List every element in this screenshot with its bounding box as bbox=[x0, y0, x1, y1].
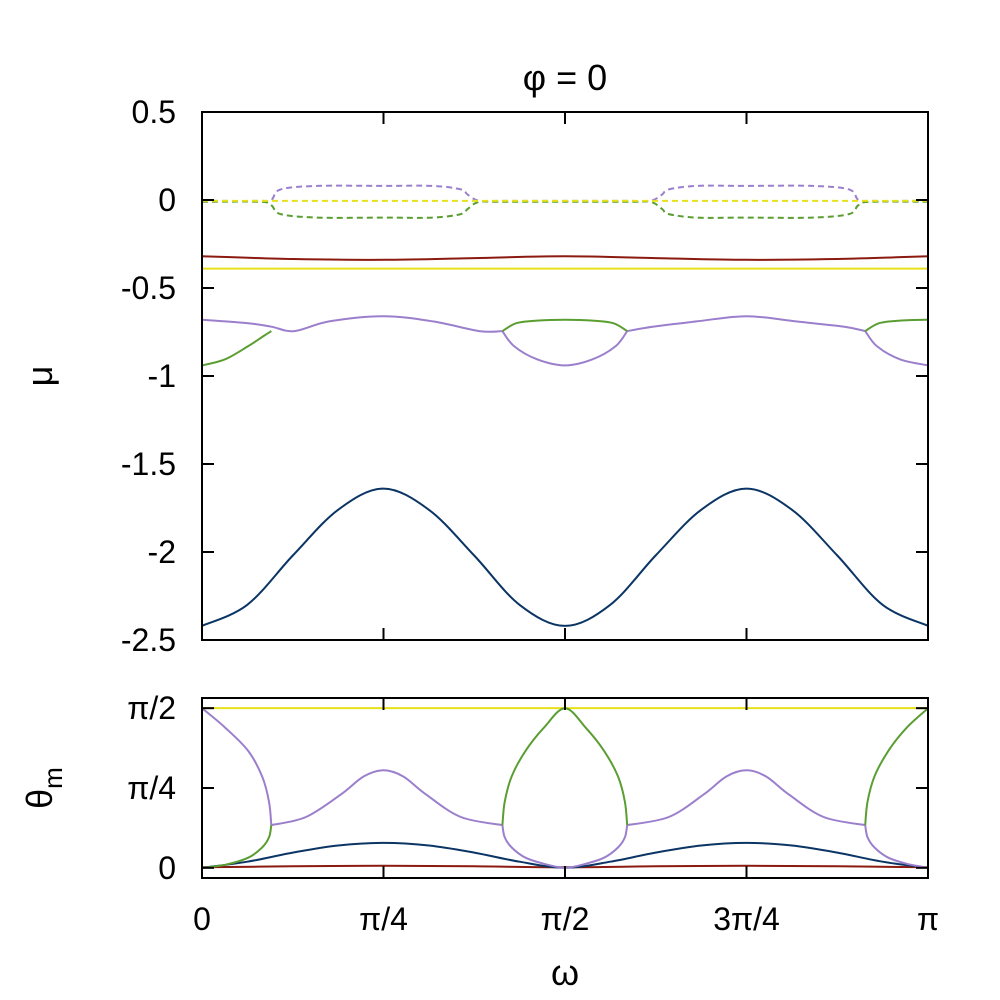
mu-series-5 bbox=[627, 315, 866, 333]
theta-series-8 bbox=[201, 824, 273, 869]
mu-series-8 bbox=[501, 318, 628, 332]
omega-xtick-label-2: π/2 bbox=[541, 901, 590, 937]
mu-ytick-label-2: -0.5 bbox=[121, 270, 176, 306]
mu-panel: 0.5 0 -0.5 -1 -1.5 -2 -2.5 μ bbox=[19, 94, 930, 658]
omega-axis-title: ω bbox=[551, 952, 579, 993]
mu-series-0 bbox=[201, 487, 929, 627]
theta-axis-title-main: θ bbox=[19, 789, 60, 809]
theta-axis-title: θm bbox=[19, 767, 68, 809]
theta-panel-frame bbox=[201, 697, 929, 879]
theta-series-4 bbox=[271, 769, 503, 827]
omega-xtick-label-3: 3π/4 bbox=[713, 901, 780, 937]
mu-axis-title: μ bbox=[19, 366, 60, 387]
theta-series-6 bbox=[627, 769, 866, 827]
omega-xtick-label-1: π/4 bbox=[359, 901, 408, 937]
mu-ytick-label-0: 0.5 bbox=[132, 94, 176, 130]
theta-ytick-label-2: π/2 bbox=[127, 690, 176, 726]
mu-series-4 bbox=[501, 330, 629, 367]
theta-ytick-label-0: 0 bbox=[158, 850, 176, 886]
mu-series-6 bbox=[864, 330, 929, 367]
omega-xtick-label-4: π bbox=[917, 901, 939, 937]
mu-series-1 bbox=[201, 255, 929, 261]
theta-series-3 bbox=[201, 707, 273, 826]
theta-panel: 0 π/4 π/2 0 π/4 π/2 3π/4 π θm ω bbox=[19, 690, 939, 993]
mu-panel-frame bbox=[201, 111, 929, 641]
mu-series-9 bbox=[864, 318, 929, 332]
theta-series-10 bbox=[864, 707, 929, 826]
mu-ytick-label-3: -1 bbox=[148, 358, 176, 394]
theta-ticks: 0 π/4 π/2 0 π/4 π/2 3π/4 π bbox=[127, 690, 939, 937]
mu-series-7 bbox=[201, 330, 272, 367]
theta-series-7 bbox=[864, 824, 929, 869]
mu-series-3 bbox=[201, 315, 503, 333]
mu-ticks: 0.5 0 -0.5 -1 -1.5 -2 -2.5 bbox=[121, 94, 930, 658]
theta-ytick-label-1: π/4 bbox=[127, 770, 176, 806]
mu-ytick-label-4: -1.5 bbox=[121, 446, 176, 482]
mu-curves bbox=[201, 184, 929, 627]
mu-ytick-label-5: -2 bbox=[148, 534, 176, 570]
mu-ytick-label-6: -2.5 bbox=[121, 622, 176, 658]
theta-axis-title-sub: m bbox=[38, 767, 68, 789]
mu-ytick-label-1: 0 bbox=[158, 182, 176, 218]
chart-title: φ = 0 bbox=[523, 57, 607, 98]
omega-xtick-label-0: 0 bbox=[193, 901, 211, 937]
